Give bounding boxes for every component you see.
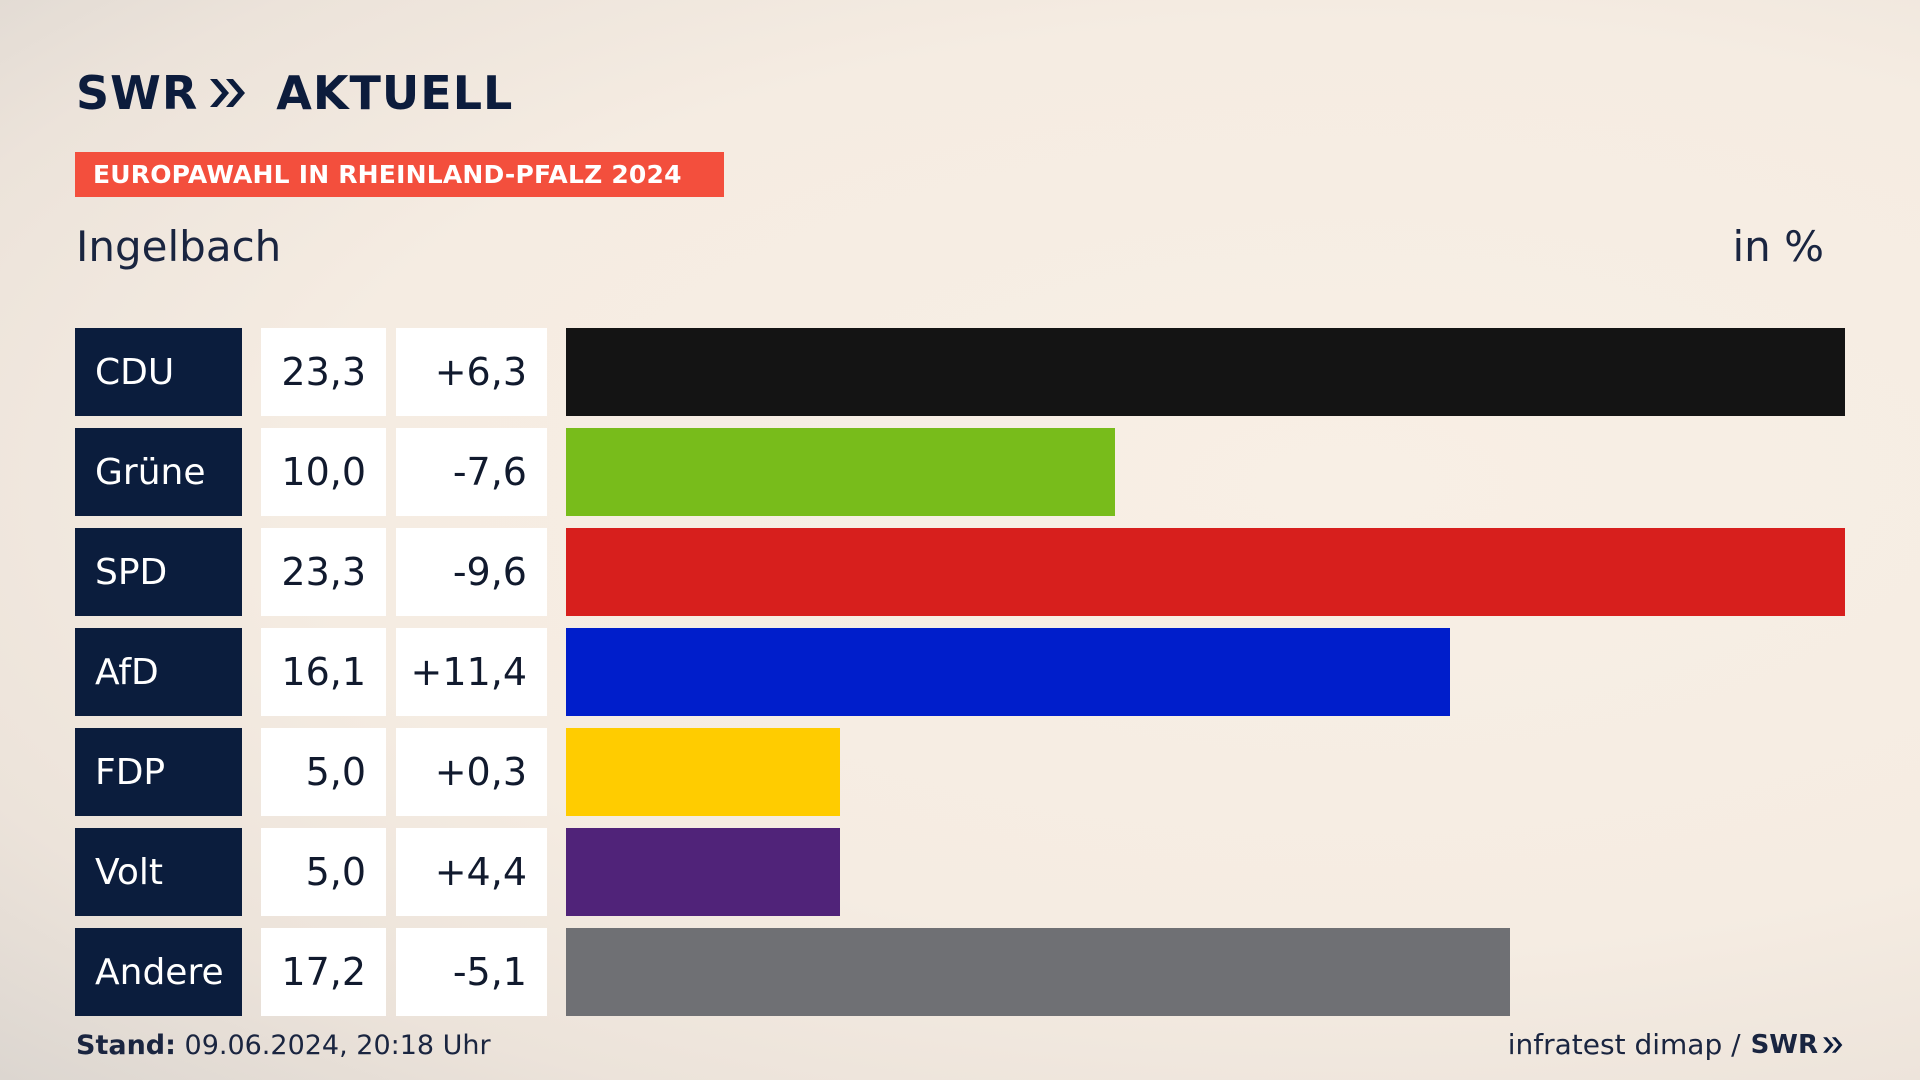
change-value: -5,1	[396, 928, 547, 1016]
change-value: +6,3	[396, 328, 547, 416]
party-label: Andere	[75, 928, 242, 1016]
vote-share-value: 23,3	[261, 528, 386, 616]
timestamp: Stand: 09.06.2024, 20:18 Uhr	[76, 1030, 491, 1061]
result-bar	[566, 628, 1450, 716]
stand-value: 09.06.2024, 20:18 Uhr	[185, 1030, 491, 1061]
party-label: AfD	[75, 628, 242, 716]
change-value: -9,6	[396, 528, 547, 616]
source-credit: infratest dimap / SWR	[1508, 1028, 1844, 1061]
vote-share-value: 16,1	[261, 628, 386, 716]
result-bar	[566, 328, 1845, 416]
party-label: FDP	[75, 728, 242, 816]
change-value: +4,4	[396, 828, 547, 916]
vote-share-value: 10,0	[261, 428, 386, 516]
result-bar	[566, 828, 840, 916]
vote-share-value: 5,0	[261, 828, 386, 916]
stand-label: Stand:	[76, 1030, 176, 1061]
unit-label: in %	[1732, 222, 1824, 271]
result-bar	[566, 728, 840, 816]
logo-swr-text: SWR	[76, 66, 198, 120]
vote-share-value: 5,0	[261, 728, 386, 816]
result-bar	[566, 528, 1845, 616]
swr-aktuell-logo: SWR AKTUELL	[76, 68, 513, 118]
change-value: -7,6	[396, 428, 547, 516]
party-label: Grüne	[75, 428, 242, 516]
change-value: +11,4	[396, 628, 547, 716]
result-bar	[566, 428, 1115, 516]
election-banner: EUROPAWAHL IN RHEINLAND-PFALZ 2024	[75, 152, 724, 197]
vote-share-value: 23,3	[261, 328, 386, 416]
region-title: Ingelbach	[76, 222, 281, 271]
party-label: CDU	[75, 328, 242, 416]
vote-share-value: 17,2	[261, 928, 386, 1016]
source-text: infratest dimap /	[1508, 1028, 1741, 1061]
change-value: +0,3	[396, 728, 547, 816]
result-bar	[566, 928, 1510, 1016]
double-chevron-small-icon	[1822, 1035, 1844, 1055]
double-chevron-icon	[208, 76, 248, 110]
party-label: SPD	[75, 528, 242, 616]
party-label: Volt	[75, 828, 242, 916]
swr-mini-logo: SWR	[1751, 1030, 1844, 1060]
swr-mini-text: SWR	[1751, 1030, 1818, 1060]
logo-aktuell-text: AKTUELL	[276, 66, 513, 120]
